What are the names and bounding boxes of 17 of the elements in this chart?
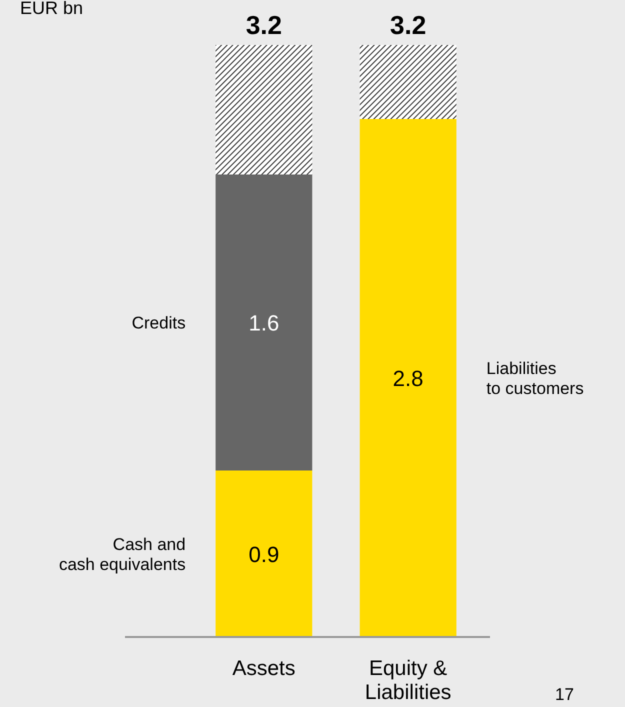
series-label: Liabilities to customers <box>486 359 584 398</box>
total-label: 3.2 <box>246 10 282 40</box>
data-label: 1.6 <box>248 310 280 336</box>
text: 17 <box>555 685 574 704</box>
series-label: Credits <box>132 314 186 332</box>
total-label: 3.2 <box>390 10 426 40</box>
bar <box>216 174 312 470</box>
bar <box>216 470 312 637</box>
data-label: 0.9 <box>248 542 280 567</box>
bar <box>216 45 312 174</box>
series-label: Cash and cash equivalents <box>58 534 186 574</box>
y-axis-title: EUR bn <box>20 0 84 18</box>
x-tick-label: Assets <box>232 657 296 680</box>
bar <box>360 45 456 119</box>
bar <box>360 119 456 637</box>
data-label: 2.8 <box>392 366 424 391</box>
x-tick-label: Equity & Liabilities <box>364 657 452 704</box>
